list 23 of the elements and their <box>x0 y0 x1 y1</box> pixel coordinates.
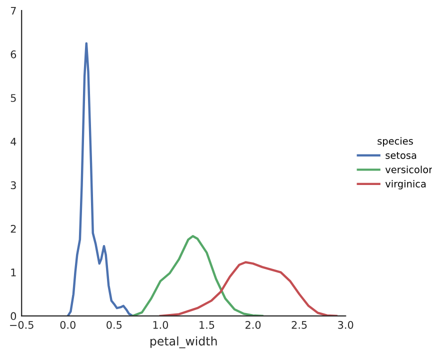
x-tick-label: 0.0 <box>60 320 76 329</box>
y-tick-label: 5 <box>10 94 16 102</box>
legend-title: species <box>378 137 413 147</box>
y-tick-label: 2 <box>10 224 16 233</box>
legend-label: setosa <box>386 152 416 159</box>
y-tick-label: 3 <box>10 181 16 190</box>
y-tick-label: 1 <box>11 268 16 276</box>
y-tick-label: 0 <box>10 312 16 320</box>
x-tick-label: 3.0 <box>338 320 354 329</box>
y-tick-label: 7 <box>10 6 16 15</box>
y-tick-label: 4 <box>10 138 16 146</box>
x-tick-label: 0.5 <box>106 320 122 329</box>
y-tick-label: 6 <box>10 50 16 58</box>
legend-label: virginica <box>385 180 426 190</box>
x-tick-label: 2.0 <box>246 320 261 329</box>
x-tick-label: 1.0 <box>153 320 168 329</box>
x-tick-label: 2.5 <box>292 320 307 329</box>
x-tick-label: 1.5 <box>200 321 214 329</box>
x-tick-label: −0.5 <box>10 320 34 329</box>
x-axis-title: petal_width <box>150 336 217 348</box>
line-series <box>66 42 134 316</box>
line-series <box>159 261 338 316</box>
line-series <box>132 235 264 316</box>
